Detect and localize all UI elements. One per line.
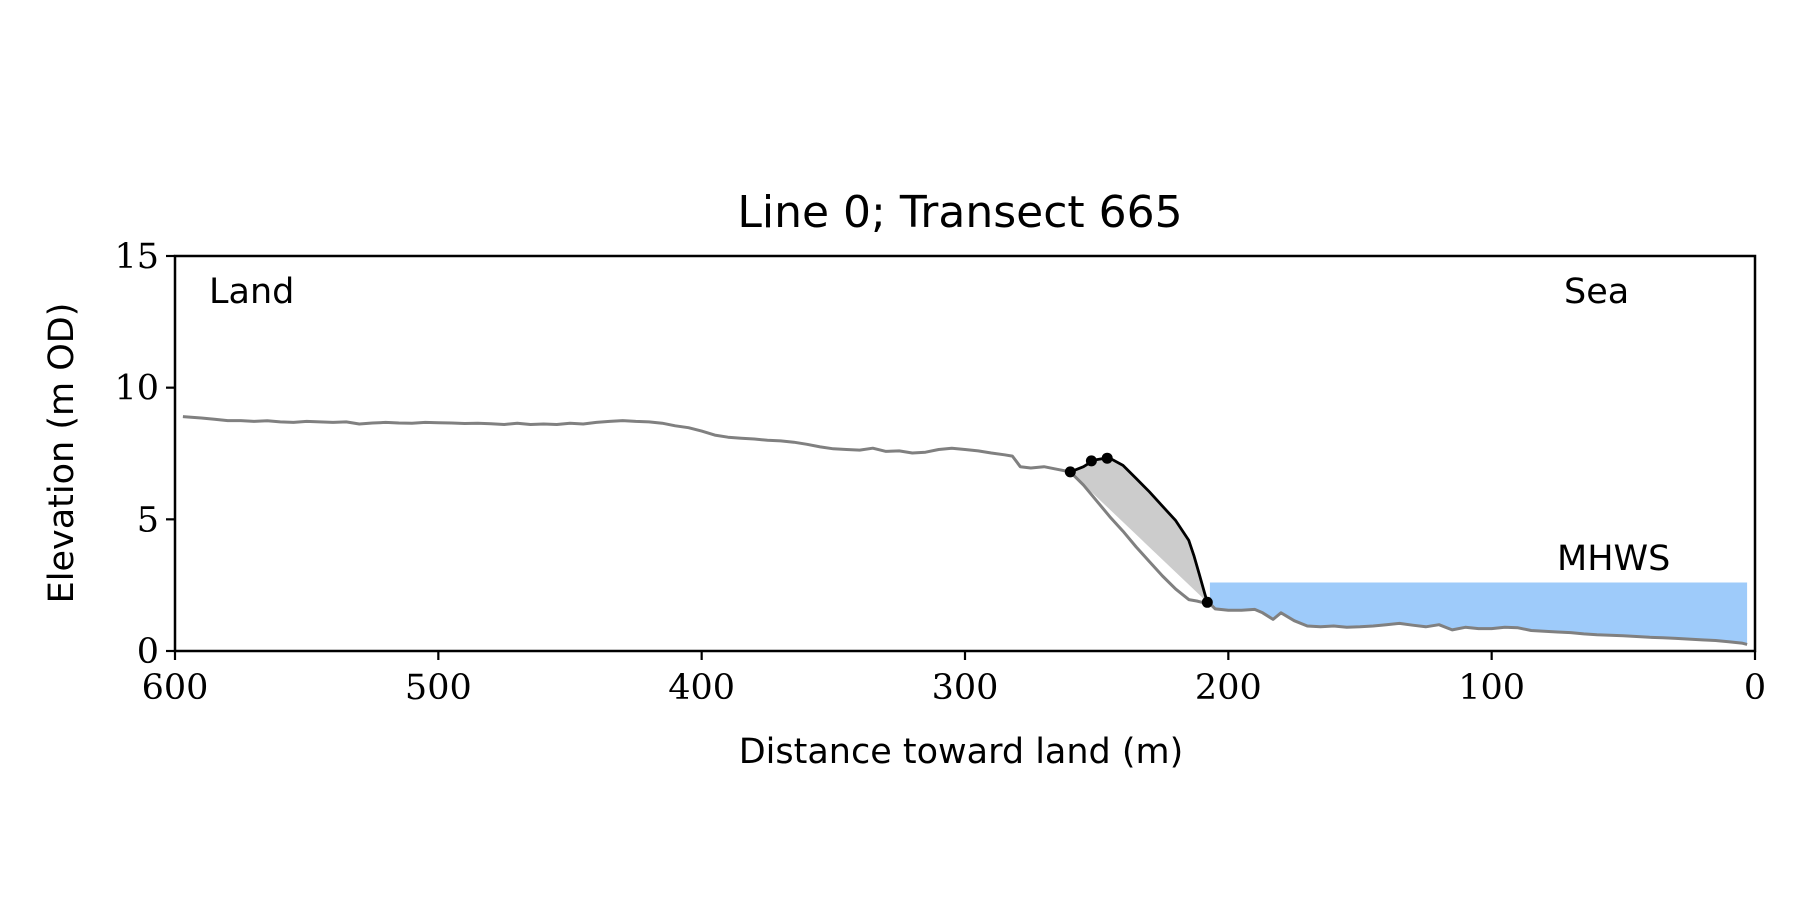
plot-area [182,415,1748,646]
x-tick-label: 0 [1744,668,1766,708]
y-tick-label: 5 [137,500,159,540]
y-tick-label: 10 [114,369,159,409]
cliff-point [1085,455,1097,467]
cliff-point [1064,466,1076,478]
x-axis-label: Distance toward land (m) [739,732,1184,772]
x-tick-label: 100 [1458,668,1525,708]
y-tick-label: 15 [114,237,159,277]
cliff-point [1101,452,1113,464]
sea-annotation: Sea [1564,272,1629,312]
erosion-area [1070,458,1208,603]
x-axis: 600 500 400 300 200 100 0 [142,651,1766,708]
profile-line [182,415,1748,646]
mhws-water-area [1209,582,1748,645]
x-tick-label: 200 [1195,668,1262,708]
mhws-label: MHWS [1557,539,1670,579]
cliff-point [1201,596,1213,608]
y-tick-label: 0 [137,632,159,672]
y-axis-label: Elevation (m OD) [42,303,82,604]
x-tick-label: 600 [142,668,209,708]
land-annotation: Land [209,272,294,312]
chart-title: Line 0; Transect 665 [737,187,1182,238]
x-tick-label: 500 [405,668,472,708]
x-tick-label: 400 [668,668,735,708]
x-tick-label: 300 [932,668,999,708]
y-axis: 0 5 10 15 [114,237,175,672]
